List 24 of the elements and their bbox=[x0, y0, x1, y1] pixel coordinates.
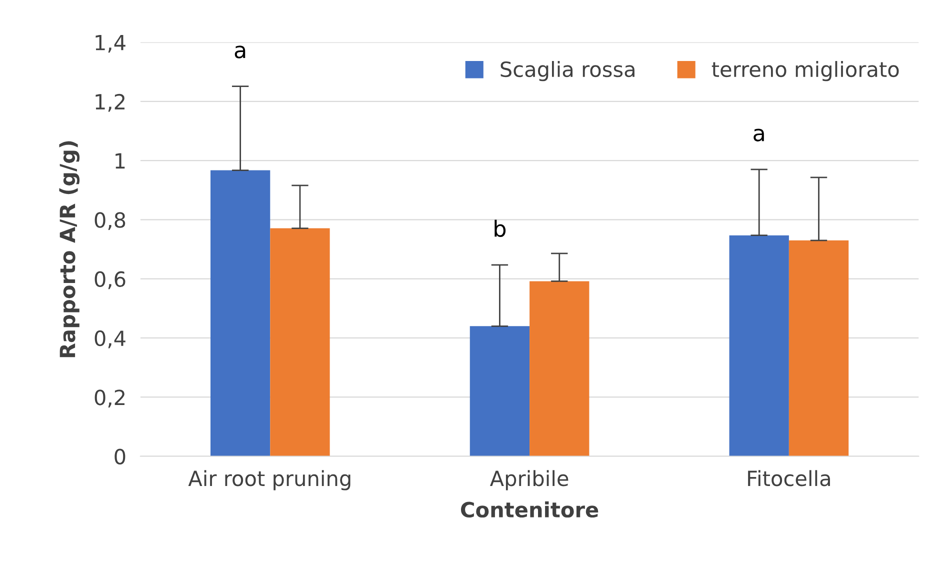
annotation: b bbox=[494, 220, 506, 237]
y-axis-title: Rapporto A/R (g/g) bbox=[59, 141, 80, 358]
annotation: a bbox=[234, 46, 246, 58]
y-tick-label: 0,8 bbox=[94, 212, 126, 230]
bar bbox=[530, 281, 590, 456]
bar bbox=[788, 240, 849, 456]
annotation: a bbox=[754, 128, 764, 142]
y-tick-label: 0,6 bbox=[94, 271, 126, 290]
legend-label: terreno migliorato bbox=[712, 61, 899, 82]
y-tick-label: 1,2 bbox=[96, 94, 124, 112]
x-axis-title: Contenitore bbox=[460, 501, 598, 518]
y-tick-label: 1 bbox=[116, 153, 125, 168]
y-tick-label: 0,4 bbox=[94, 330, 126, 348]
y-tick-label: 1,4 bbox=[96, 34, 126, 53]
y-tick-label: 0,2 bbox=[94, 390, 124, 408]
x-tick-label: Apribile bbox=[490, 470, 568, 490]
bar bbox=[470, 326, 530, 456]
y-tick-label: 0 bbox=[114, 448, 126, 464]
legend-label: Scaglia rossa bbox=[500, 61, 634, 82]
bar bbox=[729, 235, 789, 456]
x-tick-label: Fitocella bbox=[748, 470, 830, 486]
x-tick-label: Air root pruning bbox=[188, 470, 350, 490]
bar bbox=[270, 228, 330, 456]
bar bbox=[210, 170, 270, 456]
